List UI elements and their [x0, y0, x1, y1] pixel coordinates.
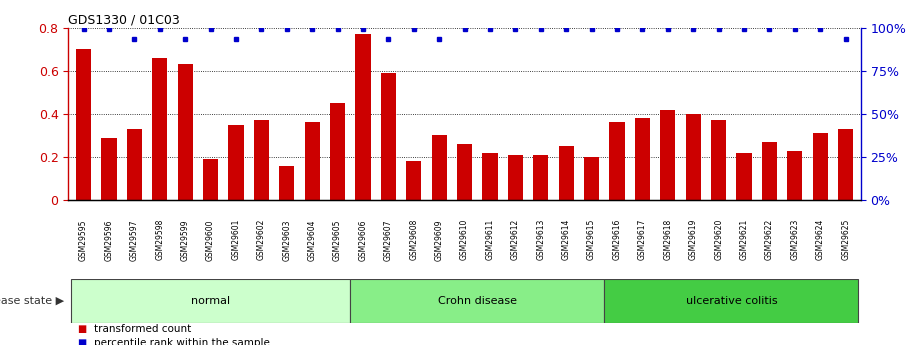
Text: GSM29607: GSM29607	[384, 219, 393, 260]
Text: GSM29613: GSM29613	[537, 219, 546, 260]
Bar	[355, 34, 371, 200]
Bar	[229, 125, 243, 200]
Text: transformed count: transformed count	[94, 325, 191, 334]
Bar	[76, 49, 91, 200]
Bar	[457, 144, 472, 200]
Text: disease state ▶: disease state ▶	[0, 296, 64, 306]
Bar	[507, 155, 523, 200]
Bar	[330, 103, 345, 200]
Bar	[432, 136, 446, 200]
Text: GSM29598: GSM29598	[155, 219, 164, 260]
Bar	[381, 73, 396, 200]
Bar	[533, 155, 548, 200]
Text: GSM29604: GSM29604	[308, 219, 317, 260]
Bar	[838, 129, 854, 200]
Bar	[711, 120, 726, 200]
Bar	[787, 150, 803, 200]
Bar	[604, 279, 858, 323]
Bar	[813, 133, 828, 200]
Bar	[152, 58, 168, 200]
Bar	[203, 159, 219, 200]
Text: GSM29605: GSM29605	[333, 219, 343, 260]
Text: GSM29618: GSM29618	[663, 219, 672, 260]
Text: GSM29601: GSM29601	[231, 219, 241, 260]
Text: GSM29602: GSM29602	[257, 219, 266, 260]
Text: GSM29610: GSM29610	[460, 219, 469, 260]
Text: GSM29597: GSM29597	[130, 219, 138, 260]
Text: GSM29606: GSM29606	[359, 219, 367, 260]
Bar	[762, 142, 777, 200]
Bar	[304, 122, 320, 200]
Text: GSM29596: GSM29596	[105, 219, 114, 260]
Bar	[351, 279, 604, 323]
Bar	[584, 157, 599, 200]
Text: GSM29612: GSM29612	[511, 219, 520, 260]
Bar	[178, 64, 193, 200]
Text: GSM29615: GSM29615	[587, 219, 596, 260]
Bar	[279, 166, 294, 200]
Text: GSM29609: GSM29609	[435, 219, 444, 260]
Bar	[127, 129, 142, 200]
Text: GSM29611: GSM29611	[486, 219, 495, 260]
Bar	[71, 279, 351, 323]
Text: GSM29617: GSM29617	[638, 219, 647, 260]
Text: Crohn disease: Crohn disease	[438, 296, 517, 306]
Bar	[483, 152, 497, 200]
Text: percentile rank within the sample: percentile rank within the sample	[94, 338, 270, 345]
Text: GSM29603: GSM29603	[282, 219, 292, 260]
Text: normal: normal	[191, 296, 230, 306]
Text: GSM29622: GSM29622	[765, 219, 774, 260]
Bar	[736, 152, 752, 200]
Bar	[101, 138, 117, 200]
Bar	[254, 120, 269, 200]
Bar	[609, 122, 625, 200]
Bar	[635, 118, 650, 200]
Text: GSM29623: GSM29623	[791, 219, 799, 260]
Text: GSM29614: GSM29614	[562, 219, 570, 260]
Text: GSM29616: GSM29616	[612, 219, 621, 260]
Text: GSM29620: GSM29620	[714, 219, 723, 260]
Text: ulcerative colitis: ulcerative colitis	[686, 296, 777, 306]
Text: GSM29621: GSM29621	[740, 219, 749, 260]
Bar	[406, 161, 422, 200]
Bar	[686, 114, 701, 200]
Text: GSM29599: GSM29599	[180, 219, 189, 260]
Text: ■: ■	[77, 338, 87, 345]
Text: GSM29608: GSM29608	[409, 219, 418, 260]
Text: ■: ■	[77, 325, 87, 334]
Text: GSM29619: GSM29619	[689, 219, 698, 260]
Text: GSM29625: GSM29625	[841, 219, 850, 260]
Text: GSM29595: GSM29595	[79, 219, 88, 260]
Bar	[660, 110, 675, 200]
Text: GDS1330 / 01C03: GDS1330 / 01C03	[68, 13, 180, 27]
Text: GSM29600: GSM29600	[206, 219, 215, 260]
Text: GSM29624: GSM29624	[815, 219, 824, 260]
Bar	[558, 146, 574, 200]
